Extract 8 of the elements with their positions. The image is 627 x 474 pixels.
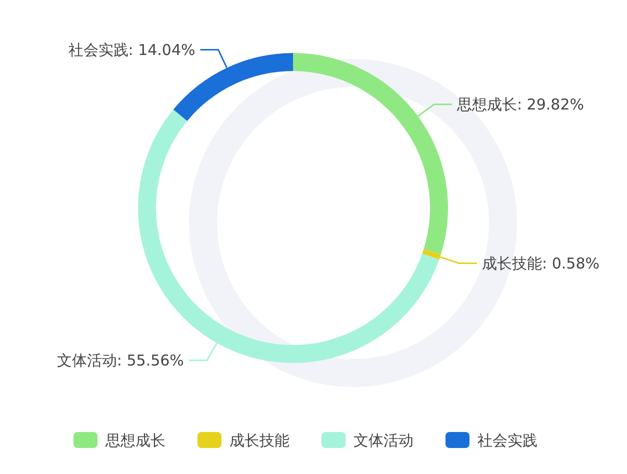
legend-label: 文体活动: [354, 431, 414, 450]
data-label: 思想成长: 29.82%: [456, 96, 584, 114]
legend-label: 社会实践: [478, 431, 538, 450]
legend-label: 成长技能: [230, 431, 290, 450]
data-label: 文体活动: 55.56%: [56, 352, 184, 370]
data-label: 社会实践: 14.04%: [68, 41, 196, 59]
data-label: 成长技能: 0.58%: [482, 254, 600, 272]
legend-label: 思想成长: [104, 431, 166, 450]
